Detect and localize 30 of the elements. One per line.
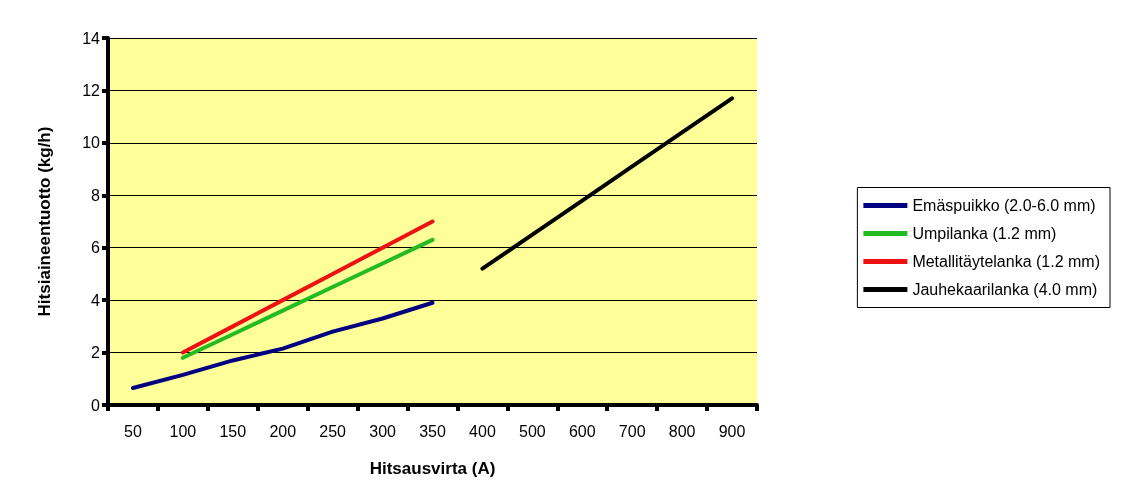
y-tick-label: 10 — [82, 134, 101, 152]
y-tick-label: 2 — [91, 344, 101, 362]
x-axis-title: Hitsausvirta (A) — [369, 459, 496, 478]
x-tick-label: 400 — [469, 422, 496, 440]
legend-label: Umpilanka (1.2 mm) — [912, 225, 1057, 242]
line-series — [180, 219, 435, 355]
y-tick-label: 4 — [91, 291, 101, 309]
x-tick-label: 100 — [169, 422, 197, 440]
x-tick-label: 250 — [319, 422, 347, 440]
x-tick-label: 350 — [419, 422, 446, 440]
x-tick-label: 700 — [618, 422, 646, 440]
x-tick-label: 200 — [269, 422, 297, 440]
x-tick-label: 800 — [668, 422, 696, 440]
legend-label: Emäspuikko (2.0-6.0 mm) — [912, 197, 1096, 214]
legend-label: Metallitäytelanka (1.2 mm) — [912, 253, 1101, 270]
y-tick-label: 8 — [91, 186, 101, 204]
x-tick-label: 300 — [369, 422, 397, 440]
y-tick-label: 12 — [82, 81, 101, 99]
x-tick-label: 150 — [219, 422, 247, 440]
y-tick-label: 6 — [91, 239, 101, 257]
line-series — [130, 300, 435, 390]
x-tick-label: 50 — [124, 422, 142, 440]
x-tick-label: 600 — [568, 422, 596, 440]
legend-label: Jauhekaarilanka (4.0 mm) — [912, 281, 1098, 298]
x-tick-label: 500 — [518, 422, 546, 440]
y-axis-title: Hitsiaineentuotto (kg/h) — [35, 126, 54, 317]
line-series — [180, 237, 435, 360]
y-tick-label: 14 — [82, 29, 101, 47]
x-tick-label: 900 — [718, 422, 746, 440]
y-tick-label: 0 — [91, 396, 101, 414]
